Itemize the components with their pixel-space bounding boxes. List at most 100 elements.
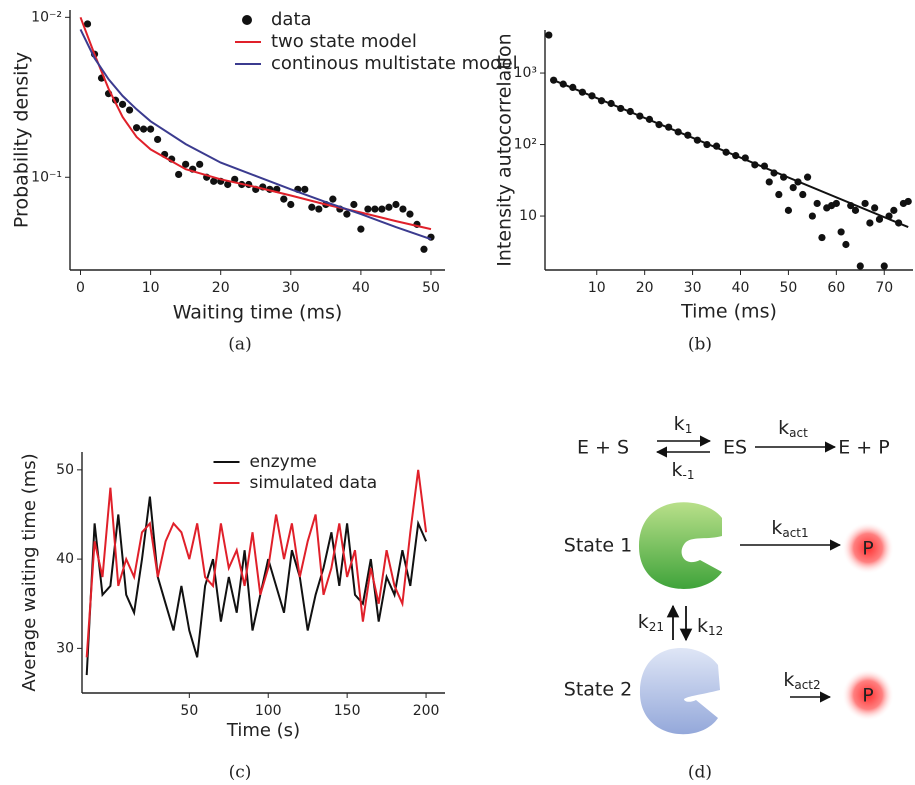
x-tick-label: 70	[875, 280, 893, 296]
y-tick-label: 10²	[514, 137, 537, 153]
legend-label: continous multistate model	[271, 53, 518, 74]
product-glow	[842, 522, 894, 574]
y-tick-label: 40	[56, 551, 74, 567]
data-point	[364, 205, 372, 213]
legend-label: simulated data	[250, 473, 378, 493]
y-tick-label: 50	[56, 462, 74, 478]
data-line	[79, 28, 432, 241]
y-tick-label: 10⁻²	[31, 9, 62, 25]
data-point	[871, 204, 879, 212]
data-line	[553, 79, 909, 229]
data-point	[125, 106, 134, 114]
chart: 0 10 20 30 40 50 10⁻² 10⁻¹ Waiting time (ms) Prob…	[11, 9, 518, 355]
data-point	[803, 173, 812, 181]
x-tick-label: 60	[827, 280, 845, 296]
data-point	[784, 206, 793, 214]
y-tick-label: 30	[56, 640, 74, 656]
data-point	[350, 200, 358, 209]
complex: ES	[723, 437, 747, 459]
data-point	[280, 195, 288, 203]
data-point	[880, 262, 888, 270]
rate-label: k-1	[672, 459, 695, 482]
y-tick-label: 10	[519, 208, 537, 224]
data-point	[210, 177, 218, 185]
product-glow	[842, 669, 894, 721]
caption: (d)	[688, 763, 712, 783]
data-point	[287, 200, 295, 209]
data-point	[890, 206, 898, 214]
caption: (b)	[688, 335, 712, 355]
data-point	[399, 205, 407, 213]
data-point	[775, 190, 783, 199]
x-tick-label: 50	[780, 280, 798, 296]
x-tick-label: 150	[334, 703, 361, 719]
x-tick-label: 20	[636, 280, 654, 296]
data-point	[832, 199, 840, 208]
data-point	[83, 20, 92, 28]
data-point	[385, 203, 393, 211]
data-point	[427, 233, 435, 241]
x-tick-label: 200	[413, 703, 440, 719]
y-axis-label: Intensity autocorrelation	[494, 33, 516, 266]
state-label: State 1	[564, 535, 632, 557]
product: P	[862, 685, 873, 707]
data-point	[315, 205, 323, 213]
x-tick-label: 30	[282, 280, 300, 296]
rate-label: kact1	[771, 517, 808, 540]
x-tick-label: 20	[212, 280, 230, 296]
x-tick-label: 40	[352, 280, 370, 296]
x-tick-label: 50	[422, 280, 440, 296]
data-point	[154, 135, 162, 144]
data-point	[904, 197, 912, 206]
data-point	[837, 228, 845, 236]
data-point	[875, 215, 884, 223]
data-point	[392, 200, 400, 209]
data-point	[182, 160, 190, 168]
y-tick-label: 10⁻¹	[31, 169, 62, 185]
x-tick-label: 30	[684, 280, 702, 296]
enzyme-state2	[639, 647, 720, 735]
data-point	[813, 199, 821, 208]
data-point	[118, 100, 127, 108]
data-point	[420, 245, 428, 253]
x-tick-label: 50	[180, 703, 198, 719]
enzyme-state1	[638, 502, 722, 590]
data-point	[378, 205, 386, 213]
data-point	[139, 125, 148, 133]
data-point	[406, 210, 414, 218]
x-tick-label: 10	[142, 280, 160, 296]
rate-label: k21	[638, 611, 664, 634]
caption: (c)	[229, 763, 252, 783]
rate-label: k1	[674, 413, 693, 436]
y-axis-label: Average waiting time (ms)	[19, 453, 40, 691]
data-point	[799, 190, 807, 199]
data-point	[861, 199, 869, 208]
products: E + P	[838, 437, 889, 459]
data-point	[196, 160, 204, 168]
data-point	[301, 185, 309, 193]
data-point	[308, 203, 316, 211]
state-label: State 2	[564, 679, 632, 701]
x-tick-label: 0	[76, 280, 85, 296]
legend-marker	[242, 15, 252, 25]
data-point	[175, 170, 183, 179]
diagram: (d) E + S k1 k-1 ES kact E + P State 1 k…	[564, 413, 894, 783]
chart: 10 20 30 40 50 60 70 10 10² 10³ Time (ms) Intensity…	[494, 30, 913, 355]
caption: (a)	[228, 335, 251, 355]
product: P	[862, 538, 873, 560]
data-point	[789, 183, 797, 192]
data-point	[371, 205, 379, 213]
y-tick-label: 10³	[514, 65, 537, 81]
data-point	[808, 212, 816, 220]
y-axis-label: Probability density	[11, 52, 33, 228]
data-point	[856, 262, 864, 270]
x-tick-label: 10	[588, 280, 606, 296]
rate-label: k12	[697, 615, 723, 638]
legend-label: enzyme	[250, 452, 317, 472]
rate-label: kact	[778, 417, 808, 440]
chart: 50 100 150 200 30 40 50 Time (s) Average waiting…	[19, 452, 445, 783]
data-point	[357, 225, 365, 233]
legend-label: data	[271, 9, 312, 30]
data-line	[85, 496, 428, 676]
